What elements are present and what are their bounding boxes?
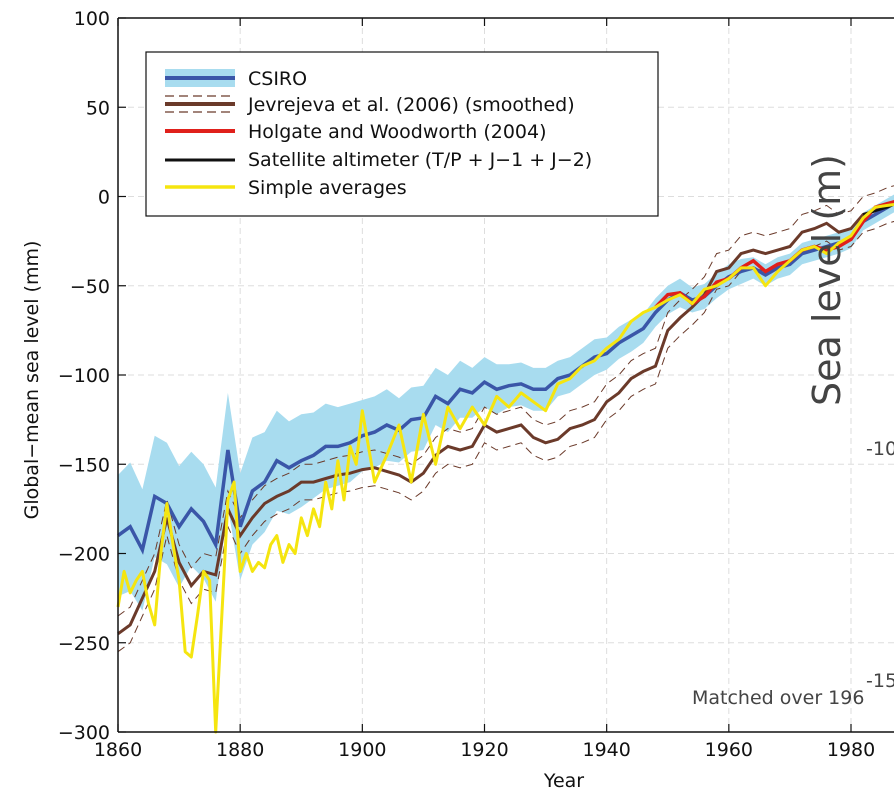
minus-15-overlay-label: -15 — [866, 670, 894, 692]
x-axis-title: Year — [543, 770, 584, 792]
legend-entry-holgate: Holgate and Woodworth (2004) — [165, 121, 547, 143]
legend-label-jevrejeva: Jevrejeva et al. (2006) (smoothed) — [247, 94, 575, 116]
sea-level-overlay-label: Sea level (m) — [805, 154, 849, 406]
x-tick-label-1900: 1900 — [338, 739, 386, 761]
x-tick-label-1940: 1940 — [582, 739, 630, 761]
y-tick-label-0: 100 — [74, 8, 110, 30]
minus-10-overlay-label: -10 — [866, 438, 894, 460]
tick-labels: 1860 1880 1900 1920 1940 1960 1980 100 50 0 −50 −10… — [58, 8, 875, 761]
y-tick-label-3: −50 — [70, 276, 110, 298]
y-tick-label-8: −300 — [58, 722, 110, 744]
axes — [117, 17, 894, 733]
legend: CSIRO Jevrejeva et al. (2006) (smoothed)… — [145, 51, 659, 217]
x-tick-label-1920: 1920 — [460, 739, 508, 761]
legend-label-simple-averages: Simple averages — [248, 177, 407, 199]
y-tick-label-5: −150 — [58, 454, 110, 476]
x-tick-label-1880: 1880 — [216, 739, 264, 761]
y-tick-label-4: −100 — [58, 365, 110, 387]
series-lines — [116, 185, 894, 734]
x-tick-label-1960: 1960 — [705, 739, 753, 761]
y-tick-label-7: −250 — [58, 633, 110, 655]
y-axis-title: Global−mean sea level (mm) — [21, 241, 43, 520]
legend-label-satellite: Satellite altimeter (T/P + J−1 + J−2) — [248, 149, 592, 171]
legend-entry-simple-averages: Simple averages — [165, 177, 407, 199]
legend-entry-jevrejeva: Jevrejeva et al. (2006) (smoothed) — [165, 94, 575, 116]
matched-overlay-label: Matched over 196 — [692, 687, 864, 709]
legend-entry-satellite: Satellite altimeter (T/P + J−1 + J−2) — [165, 149, 592, 171]
x-tick-label-1860: 1860 — [94, 739, 142, 761]
legend-label-csiro: CSIRO — [248, 68, 307, 90]
legend-label-holgate: Holgate and Woodworth (2004) — [248, 121, 547, 143]
series-line-simple-averages — [116, 202, 894, 734]
y-tick-label-2: 0 — [98, 187, 110, 209]
y-tick-label-6: −200 — [58, 544, 110, 566]
y-tick-label-1: 50 — [86, 97, 110, 119]
series-line-csiro — [116, 201, 894, 555]
legend-entry-csiro: CSIRO — [165, 68, 307, 90]
series-line-jevrejeva — [117, 202, 894, 636]
x-tick-label-1980: 1980 — [827, 739, 875, 761]
